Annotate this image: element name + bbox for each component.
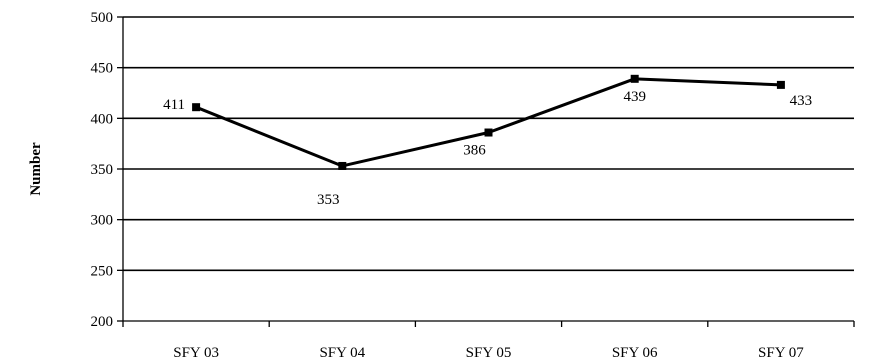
data-label: 439	[623, 89, 646, 105]
data-labels: 411 353 386 439 433	[163, 89, 812, 208]
y-tick-label: 250	[91, 263, 114, 279]
y-axis-title: Number	[28, 142, 44, 196]
x-tick-label: SFY 03	[173, 345, 219, 361]
y-tick-label: 300	[91, 213, 114, 229]
y-tick-label: 400	[91, 111, 114, 127]
y-tick-label: 350	[91, 162, 114, 178]
data-point-marker	[338, 161, 347, 170]
grid-lines	[123, 16, 854, 272]
data-point-marker	[630, 74, 639, 83]
series-line	[195, 77, 781, 168]
series-group	[192, 74, 785, 170]
y-tick-label: 200	[91, 314, 114, 330]
x-tick-label: SFY 06	[612, 345, 658, 361]
data-point-marker	[484, 128, 493, 137]
x-tick-label: SFY 04	[319, 345, 365, 361]
data-point-marker	[776, 80, 785, 89]
data-label: 386	[463, 143, 486, 159]
y-tick-label: 500	[91, 10, 114, 26]
y-axis-ticks: 200 250 300 350 400 450 500	[91, 10, 123, 330]
data-label: 411	[163, 97, 185, 113]
data-point-marker	[192, 103, 201, 112]
x-tick-label: SFY 07	[758, 345, 804, 361]
y-tick-label: 450	[91, 61, 114, 77]
data-label: 353	[317, 192, 340, 208]
x-axis-ticks: SFY 03 SFY 04 SFY 05 SFY 06 SFY 07	[122, 321, 855, 361]
x-tick-label: SFY 05	[466, 345, 512, 361]
data-label: 433	[790, 93, 813, 109]
